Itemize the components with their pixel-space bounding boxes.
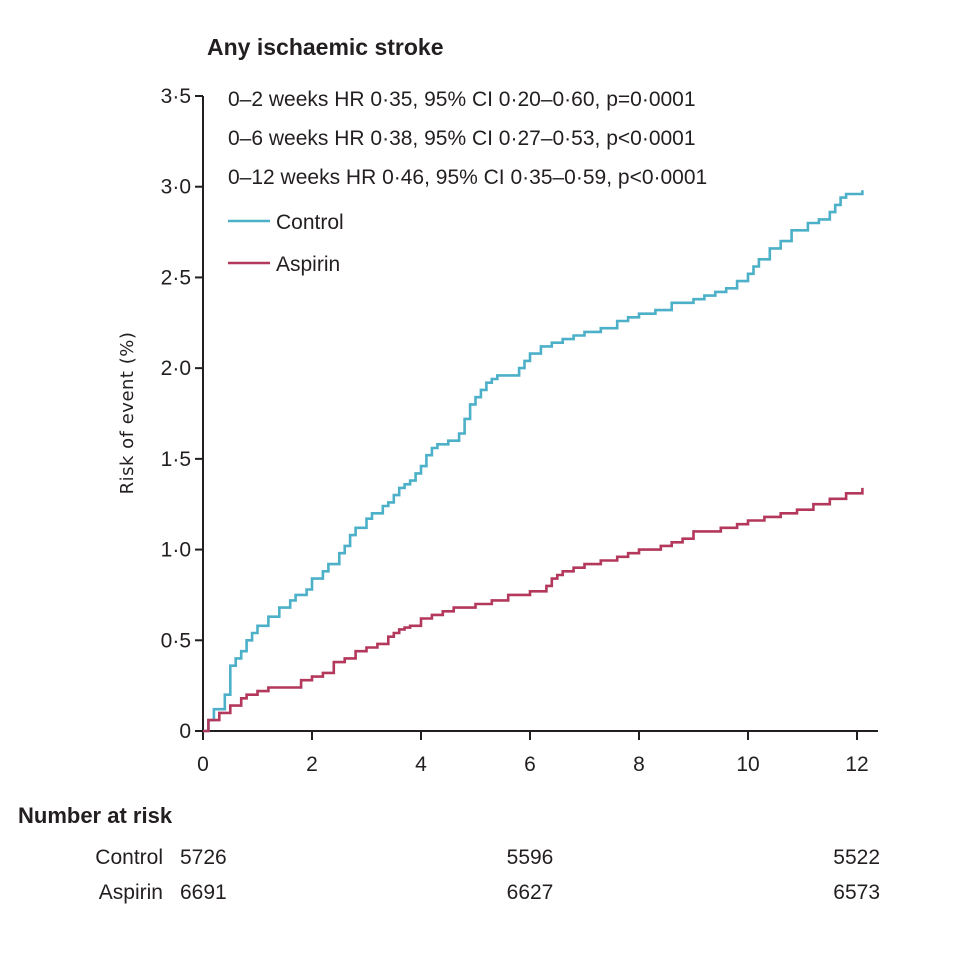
y-tick-label: 0·5 (161, 629, 191, 652)
annotation-hr-2w: 0–2 weeks HR 0·35, 95% CI 0·20–0·60, p=0… (228, 88, 696, 111)
chart-title: Any ischaemic stroke (207, 34, 444, 60)
x-tick-label: 6 (524, 753, 536, 776)
y-axis-label: Risk of event (%) (117, 332, 138, 495)
risk-row-label-control: Control (95, 846, 163, 869)
y-tick-label: 1·0 (161, 539, 191, 562)
y-tick-label: 2·5 (161, 266, 191, 289)
y-tick-label: 3·5 (161, 85, 191, 108)
annotation-hr-12w: 0–12 weeks HR 0·46, 95% CI 0·35–0·59, p<… (228, 166, 707, 189)
y-tick-label: 3·0 (161, 176, 191, 199)
series-layer (203, 190, 864, 733)
risk-value-control-6: 5596 (507, 846, 554, 869)
risk-value-control-0: 5726 (180, 846, 227, 869)
risk-value-aspirin-12: 6573 (833, 881, 880, 904)
number-at-risk-heading: Number at risk (18, 803, 173, 828)
risk-value-control-12: 5522 (833, 846, 880, 869)
x-tick-label: 4 (415, 753, 427, 776)
x-tick-label: 2 (306, 753, 318, 776)
legend-label-aspirin: Aspirin (276, 253, 340, 276)
y-tick-label: 1·5 (161, 448, 191, 471)
risk-row-label-aspirin: Aspirin (99, 881, 163, 904)
risk-value-aspirin-6: 6627 (507, 881, 554, 904)
y-ticks: 0 0·5 1·0 1·5 2·0 2·5 3·0 3·5 (161, 85, 203, 743)
annotation-hr-6w: 0–6 weeks HR 0·38, 95% CI 0·27–0·53, p<0… (228, 127, 696, 150)
series-line-aspirin (203, 487, 864, 733)
risk-value-aspirin-0: 6691 (180, 881, 227, 904)
y-tick-label: 2·0 (161, 357, 191, 380)
x-tick-label: 12 (845, 753, 868, 776)
x-ticks: 0 2 4 6 8 10 12 (197, 731, 869, 776)
x-tick-label: 8 (633, 753, 645, 776)
x-tick-label: 10 (736, 753, 759, 776)
legend-label-control: Control (276, 211, 344, 234)
x-tick-label: 0 (197, 753, 209, 776)
series-line-control (203, 190, 864, 733)
y-tick-label: 0 (179, 720, 191, 743)
